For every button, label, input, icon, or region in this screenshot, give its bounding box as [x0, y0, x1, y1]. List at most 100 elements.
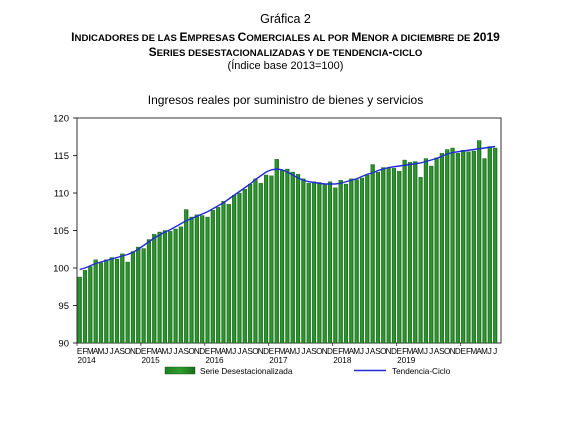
bar	[434, 157, 439, 344]
x-tick-label: N	[258, 347, 264, 356]
h2-segment: I	[71, 30, 75, 44]
bar	[200, 215, 205, 344]
y-tick-label: 105	[53, 226, 69, 237]
x-tick-label: S	[311, 347, 317, 356]
bar	[210, 210, 215, 344]
bar	[397, 171, 402, 344]
bar	[322, 184, 327, 344]
x-tick-label: J	[488, 347, 492, 356]
x-tick-label: M	[470, 347, 477, 356]
bar	[98, 262, 104, 344]
bar	[375, 171, 381, 344]
x-tick-label: J	[365, 347, 369, 356]
x-tick-label: O	[188, 347, 194, 356]
x-tick-label: S	[439, 347, 445, 356]
x-tick-label: A	[413, 347, 419, 356]
trend-series	[79, 145, 496, 271]
x-tick-label: A	[370, 347, 376, 356]
bar	[237, 192, 242, 344]
x-tick-label: J	[424, 347, 428, 356]
y-tick-label: 110	[54, 189, 69, 200]
x-tick-label: E	[141, 347, 147, 356]
bar	[487, 146, 492, 344]
bar	[306, 183, 311, 344]
x-tick-label: A	[306, 347, 312, 356]
h2-segment: 2019	[473, 30, 500, 44]
chart-title: Ingresos reales por suministro de bienes…	[147, 93, 424, 107]
bar	[173, 228, 178, 344]
x-tick-label: S	[247, 347, 253, 356]
x-tick-label: A	[476, 347, 482, 356]
x-tick-label: E	[269, 347, 275, 356]
x-tick-label: M	[161, 347, 168, 356]
y-tick-label: 90	[58, 339, 69, 350]
bar	[402, 159, 407, 344]
bar	[285, 168, 290, 344]
x-tick-label: D	[135, 347, 141, 356]
x-tick-label: M	[481, 347, 488, 356]
bar	[104, 259, 109, 344]
x-tick-label: M	[215, 347, 222, 356]
x-tick-label: D	[455, 347, 461, 356]
bar	[280, 170, 285, 344]
bar	[471, 150, 476, 344]
x-tick-label: F	[146, 347, 151, 356]
index-note: (Índice base 2013=100)	[227, 60, 344, 72]
bar	[439, 153, 444, 344]
bar	[461, 150, 466, 344]
bar	[269, 175, 274, 344]
x-tick-label: D	[263, 347, 269, 356]
bar	[365, 174, 370, 344]
bar	[194, 214, 199, 344]
bar	[370, 164, 375, 344]
x-tick-label: E	[460, 347, 466, 356]
bar	[93, 259, 98, 344]
bar	[327, 181, 333, 344]
bar	[146, 239, 151, 344]
x-tick-label: O	[444, 347, 450, 356]
bar	[253, 178, 258, 344]
bar	[178, 226, 183, 344]
bar	[418, 177, 423, 344]
bar	[429, 165, 434, 344]
x-tick-label: N	[386, 347, 392, 356]
x-tick-label: N	[130, 347, 136, 356]
bar	[413, 161, 418, 344]
x-tick-label: E	[333, 347, 339, 356]
bar	[125, 261, 130, 344]
x-tick-label: F	[82, 347, 87, 356]
y-axis: 90 95 100 105 110 115 120	[53, 114, 77, 350]
x-tick-label: J	[301, 347, 305, 356]
bar	[354, 179, 359, 344]
h2-segment: MPRESAS	[187, 33, 238, 44]
h2-segment: NDICADORES DE LAS	[74, 33, 180, 44]
year-label: 2015	[141, 356, 160, 365]
x-tick-label: J	[173, 347, 177, 356]
bar	[216, 207, 221, 344]
legend: Serie Desestacionalizada Tendencia-Ciclo	[164, 366, 451, 376]
bar	[466, 151, 471, 344]
x-tick-label: S	[375, 347, 381, 356]
h3-segment: ERIES DESESTACIONALIZADAS Y DE TENDENCIA	[156, 48, 389, 59]
h2-segment: ENOR A DICIEMBRE DE	[361, 33, 474, 44]
y-tick-label: 115	[54, 151, 69, 162]
x-tick-label: M	[417, 347, 424, 356]
h2-segment: M	[351, 30, 362, 44]
legend-bar-label: Serie Desestacionalizada	[200, 367, 293, 376]
bar	[274, 159, 279, 344]
x-tick-label: A	[285, 347, 291, 356]
bar	[130, 251, 135, 344]
bar	[141, 248, 146, 344]
year-label: 2017	[269, 356, 288, 365]
bar	[407, 162, 412, 344]
x-tick-label: F	[402, 347, 407, 356]
bar	[386, 168, 391, 344]
x-tick-label: J	[296, 347, 300, 356]
x-tick-label: N	[322, 347, 328, 356]
bar	[290, 171, 295, 344]
legend-bar-swatch	[164, 366, 196, 375]
x-tick-label: A	[114, 347, 120, 356]
bar	[168, 231, 173, 344]
x-tick-label: D	[391, 347, 397, 356]
